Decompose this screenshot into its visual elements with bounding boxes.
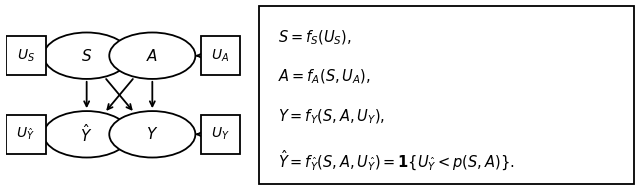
Ellipse shape <box>109 111 195 158</box>
FancyBboxPatch shape <box>200 115 240 154</box>
Text: $A$: $A$ <box>146 48 159 64</box>
Text: $U_Y$: $U_Y$ <box>211 126 230 142</box>
Ellipse shape <box>44 111 130 158</box>
FancyBboxPatch shape <box>259 6 634 184</box>
Text: $Y = f_{Y}(S, A, U_{Y}),$: $Y = f_{Y}(S, A, U_{Y}),$ <box>278 107 385 126</box>
Text: $U_S$: $U_S$ <box>17 48 35 64</box>
Text: $S$: $S$ <box>81 48 92 64</box>
Text: $\hat{Y} = f_{\hat{Y}}(S, A, U_{\hat{Y}}) = \mathbf{1}\{U_{\hat{Y}} < p(S, A)\}.: $\hat{Y} = f_{\hat{Y}}(S, A, U_{\hat{Y}}… <box>278 149 515 173</box>
Text: $Y$: $Y$ <box>146 126 159 142</box>
Text: $S = f_{S}(U_{S}),$: $S = f_{S}(U_{S}),$ <box>278 29 351 47</box>
Text: $A = f_{A}(S, U_{A}),$: $A = f_{A}(S, U_{A}),$ <box>278 68 371 86</box>
Ellipse shape <box>44 32 130 79</box>
Text: $U_{\hat{Y}}$: $U_{\hat{Y}}$ <box>17 126 35 142</box>
Text: $\hat{Y}$: $\hat{Y}$ <box>81 123 93 145</box>
FancyBboxPatch shape <box>6 36 45 75</box>
Text: $U_A$: $U_A$ <box>211 48 230 64</box>
FancyBboxPatch shape <box>6 115 45 154</box>
FancyBboxPatch shape <box>200 36 240 75</box>
Ellipse shape <box>109 32 195 79</box>
